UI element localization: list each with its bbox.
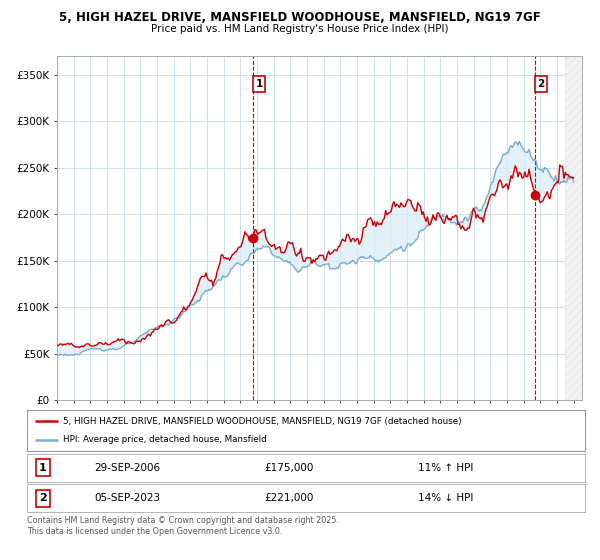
Text: 2: 2 — [39, 493, 46, 503]
Text: £175,000: £175,000 — [265, 463, 314, 473]
Bar — [565, 56, 582, 400]
Text: £221,000: £221,000 — [265, 493, 314, 503]
Text: HPI: Average price, detached house, Mansfield: HPI: Average price, detached house, Mans… — [63, 436, 267, 445]
Text: 11% ↑ HPI: 11% ↑ HPI — [418, 463, 473, 473]
Text: 05-SEP-2023: 05-SEP-2023 — [94, 493, 161, 503]
Text: Price paid vs. HM Land Registry's House Price Index (HPI): Price paid vs. HM Land Registry's House … — [151, 24, 449, 34]
Text: 1: 1 — [39, 463, 46, 473]
Bar — [565, 56, 582, 400]
Text: 1: 1 — [256, 79, 263, 89]
Text: 5, HIGH HAZEL DRIVE, MANSFIELD WOODHOUSE, MANSFIELD, NG19 7GF (detached house): 5, HIGH HAZEL DRIVE, MANSFIELD WOODHOUSE… — [63, 417, 462, 426]
Text: 2: 2 — [538, 79, 545, 89]
Text: 5, HIGH HAZEL DRIVE, MANSFIELD WOODHOUSE, MANSFIELD, NG19 7GF: 5, HIGH HAZEL DRIVE, MANSFIELD WOODHOUSE… — [59, 11, 541, 24]
Text: 29-SEP-2006: 29-SEP-2006 — [94, 463, 161, 473]
Text: Contains HM Land Registry data © Crown copyright and database right 2025.
This d: Contains HM Land Registry data © Crown c… — [27, 516, 339, 536]
Text: 14% ↓ HPI: 14% ↓ HPI — [418, 493, 473, 503]
